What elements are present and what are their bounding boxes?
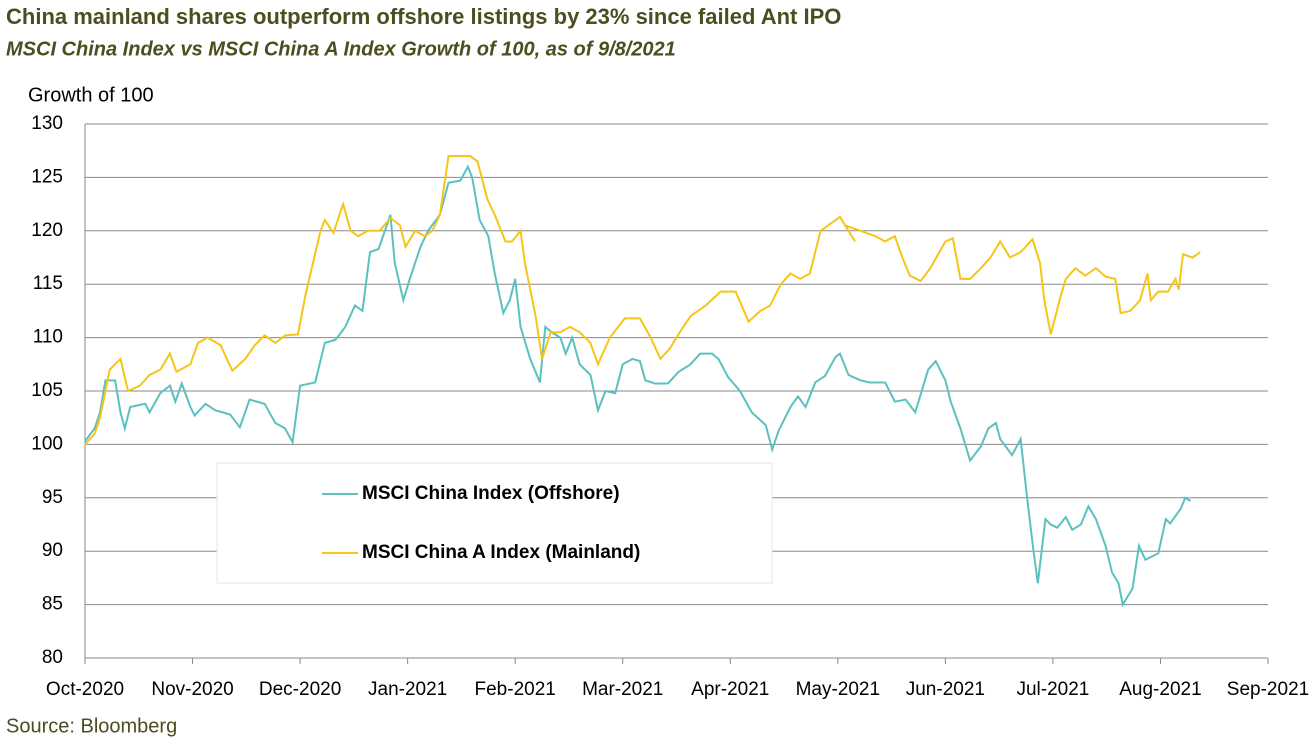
x-tick-label: Nov-2020 — [151, 679, 233, 700]
x-tick-label: May-2021 — [796, 679, 881, 700]
x-tick-label: Aug-2021 — [1119, 679, 1201, 700]
y-tick-label: 80 — [42, 647, 63, 668]
x-tick-label: Mar-2021 — [582, 679, 663, 700]
y-tick-label: 115 — [33, 273, 63, 294]
chart-title: China mainland shares outperform offshor… — [6, 4, 841, 29]
y-tick-label: 130 — [31, 113, 63, 134]
x-tick-label: Apr-2021 — [691, 679, 769, 700]
y-tick-label: 85 — [42, 594, 63, 615]
x-tick-label: Sep-2021 — [1227, 679, 1309, 700]
y-tick-label: 110 — [33, 327, 63, 348]
x-tick-label: Dec-2020 — [259, 679, 341, 700]
y-axis-label: Growth of 100 — [28, 84, 154, 106]
chart-subtitle: MSCI China Index vs MSCI China A Index G… — [6, 38, 676, 60]
legend-box — [216, 462, 773, 584]
source: Source: Bloomberg — [6, 715, 177, 737]
y-tick-label: 125 — [31, 166, 63, 187]
x-tick-label: Oct-2020 — [46, 679, 124, 700]
line-series — [84, 164, 1192, 608]
line-series — [84, 155, 1201, 446]
y-tick-label: 95 — [42, 487, 63, 508]
x-tick-label: Jun-2021 — [906, 679, 985, 700]
y-tick-label: 100 — [31, 433, 63, 454]
y-tick-label: 120 — [31, 220, 63, 241]
x-tick-label: Feb-2021 — [475, 679, 556, 700]
legend-label: MSCI China Index (Offshore) — [362, 483, 620, 504]
x-tick-label: Jan-2021 — [368, 679, 447, 700]
y-tick-label: 105 — [31, 380, 63, 401]
x-tick-label: Jul-2021 — [1016, 679, 1089, 700]
y-tick-label: 90 — [42, 540, 63, 561]
legend-label: MSCI China A Index (Mainland) — [362, 542, 640, 563]
